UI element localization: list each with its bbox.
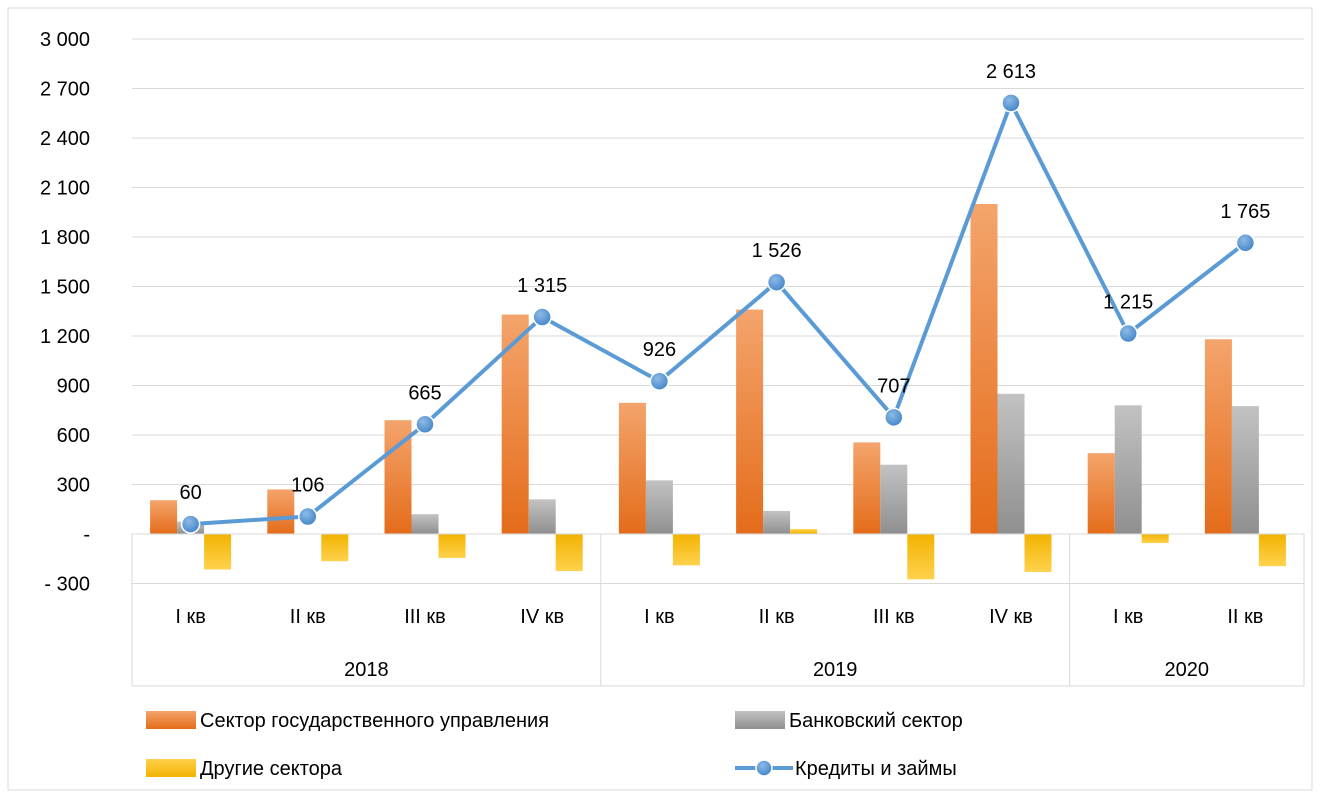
group-label: 2019 <box>813 659 858 681</box>
bar <box>150 500 178 534</box>
bar <box>438 534 466 558</box>
legend-swatch <box>146 711 196 729</box>
legend-label: Сектор государственного управления <box>200 710 549 732</box>
line-series <box>180 93 1256 534</box>
legend-label: Банковский сектор <box>789 710 963 732</box>
y-tick-label: 2 400 <box>40 128 90 150</box>
data-label: 665 <box>408 382 441 404</box>
line-marker <box>1235 233 1256 253</box>
bar <box>790 529 818 534</box>
line-marker <box>884 407 904 428</box>
y-tick-label: - <box>83 524 90 546</box>
bar <box>411 514 439 534</box>
bar <box>501 314 529 534</box>
legend-marker-swatch <box>755 759 773 777</box>
y-tick-label: 2 100 <box>40 178 90 200</box>
bar <box>970 204 998 534</box>
y-tick-label: 2 700 <box>40 79 90 101</box>
line-marker <box>415 414 435 435</box>
bar <box>528 499 556 534</box>
data-labels: 60 106 665 1 315 926 1 526 707 2 613 1 215 1 765 <box>179 61 1270 504</box>
bar <box>1141 534 1169 544</box>
y-tick-label: 300 <box>57 475 90 497</box>
legend-swatch <box>146 759 196 777</box>
bar <box>555 534 583 572</box>
legend-label: Другие сектора <box>200 758 343 780</box>
bar <box>880 464 908 534</box>
bar <box>645 480 673 534</box>
bar <box>267 489 295 534</box>
category-label: I кв <box>1113 606 1144 628</box>
y-tick-label: 900 <box>57 376 90 398</box>
category-label: II кв <box>759 606 795 628</box>
line-marker <box>180 514 201 534</box>
bar <box>204 534 232 570</box>
category-label: III кв <box>404 606 446 628</box>
bar <box>618 402 646 534</box>
line-marker <box>649 371 670 391</box>
legend-swatch <box>735 711 785 729</box>
bar <box>1114 405 1142 534</box>
bar <box>853 442 881 534</box>
data-label: 926 <box>643 339 676 361</box>
category-label: III кв <box>873 606 915 628</box>
category-label: IV кв <box>989 606 1033 628</box>
y-tick-label: 1 200 <box>40 326 90 348</box>
category-label: II кв <box>1227 606 1263 628</box>
data-label: 1 215 <box>1103 292 1153 314</box>
data-label: 707 <box>877 375 910 397</box>
bar <box>1204 339 1232 534</box>
bar <box>1231 406 1259 534</box>
bar <box>672 534 700 566</box>
bar <box>1258 534 1286 567</box>
bar <box>1087 453 1115 534</box>
bar <box>1024 534 1052 572</box>
bar <box>321 534 349 562</box>
legend: Сектор государственного управления Банков… <box>146 710 963 780</box>
data-label: 106 <box>291 475 324 497</box>
data-label: 1 765 <box>1220 201 1270 223</box>
y-tick-label: - 300 <box>44 574 90 596</box>
y-tick-label: 600 <box>57 425 90 447</box>
y-axis-tick-labels: 3 000 2 700 2 400 2 100 1 800 1 500 1 200 900 60… <box>40 29 90 596</box>
data-label: 2 613 <box>986 61 1036 83</box>
line-marker <box>298 506 318 527</box>
bar <box>997 393 1025 534</box>
bar <box>907 534 935 580</box>
group-label: 2020 <box>1165 659 1210 681</box>
line-kredity-i-zaymy <box>190 100 1247 527</box>
data-label: 60 <box>179 482 201 504</box>
data-label: 1 526 <box>752 240 802 262</box>
category-label: I кв <box>644 606 675 628</box>
category-label: I кв <box>175 606 206 628</box>
bar <box>763 510 791 534</box>
category-axis: I кв II кв III кв IV кв I кв II кв III кв IV кв… <box>131 533 1305 687</box>
data-label: 1 315 <box>517 275 567 297</box>
chart-border <box>7 7 1313 791</box>
line-marker <box>1118 323 1138 344</box>
legend-label: Кредиты и займы <box>795 758 957 780</box>
line-marker <box>1001 93 1021 113</box>
group-label: 2018 <box>344 659 389 681</box>
y-tick-label: 1 500 <box>40 277 90 299</box>
category-label: II кв <box>290 606 326 628</box>
line-marker <box>532 307 552 327</box>
category-label: IV кв <box>520 606 564 628</box>
y-tick-label: 3 000 <box>40 29 90 51</box>
line-marker <box>766 272 787 292</box>
y-tick-label: 1 800 <box>40 227 90 249</box>
bar <box>736 309 764 534</box>
